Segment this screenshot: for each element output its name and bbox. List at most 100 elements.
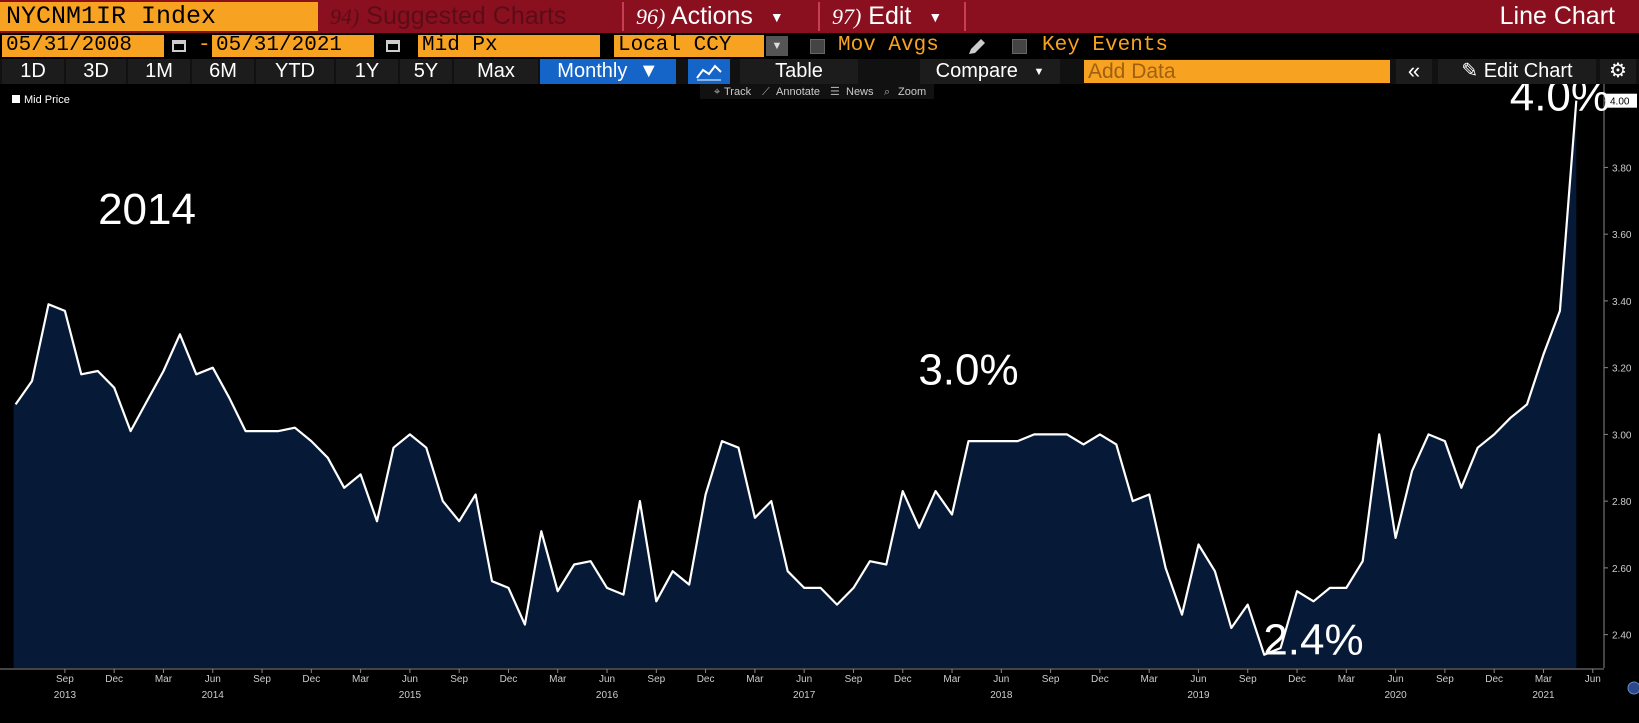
chart-tools: ⌖ Track ⟋ Annotate ☰ News ⌕ Zoom [700, 84, 934, 99]
annotation-label: 4.0% [1510, 84, 1610, 121]
period-1y-button[interactable]: 1Y [336, 59, 398, 84]
track-icon[interactable]: ⌖ [714, 86, 720, 98]
y-tick-label: 3.60 [1612, 230, 1632, 241]
actions-number: 96) [636, 4, 666, 29]
date-range-bar: 05/31/2008 - 05/31/2021 Mid Px Local CCY… [0, 33, 1639, 59]
edit-button[interactable]: 97) Edit ▼ [822, 2, 962, 31]
price-field-select[interactable]: Mid Px [418, 35, 600, 57]
x-year-label: 2020 [1384, 690, 1407, 701]
table-button[interactable]: Table [740, 59, 858, 84]
x-tick-label: Sep [1042, 674, 1060, 685]
x-tick-label: Mar [549, 674, 567, 685]
tool-news[interactable]: News [846, 86, 874, 98]
calendar-icon[interactable] [384, 36, 402, 56]
x-year-label: 2019 [1187, 690, 1210, 701]
x-tick-label: Jun [599, 674, 615, 685]
annotate-icon[interactable]: ⟋ [762, 86, 770, 98]
date-separator: - [198, 34, 211, 57]
tool-annotate[interactable]: Annotate [776, 86, 820, 98]
x-tick-label: Mar [1141, 674, 1159, 685]
compare-button[interactable]: Compare ▼ [920, 59, 1060, 84]
chevron-down-icon: ▼ [769, 8, 784, 25]
y-tick-label: 3.20 [1612, 364, 1632, 375]
chart-type-label: Line Chart [1499, 2, 1615, 30]
mov-avgs-label[interactable]: Mov Avgs [838, 34, 939, 57]
chevron-down-icon[interactable]: ▼ [766, 36, 788, 56]
x-tick-label: Sep [450, 674, 468, 685]
start-date-field[interactable]: 05/31/2008 [2, 35, 164, 57]
x-tick-label: Sep [647, 674, 665, 685]
x-tick-label: Sep [1239, 674, 1257, 685]
x-tick-label: Dec [500, 674, 518, 685]
ticker-field[interactable]: NYCNM1IR Index [0, 2, 318, 31]
x-tick-label: Jun [1585, 674, 1601, 685]
period-6m-button[interactable]: 6M [192, 59, 254, 84]
x-tick-label: Dec [1288, 674, 1306, 685]
x-tick-label: Mar [943, 674, 961, 685]
divider [964, 2, 966, 31]
x-year-label: 2013 [54, 690, 77, 701]
period-3d-button[interactable]: 3D [66, 59, 126, 84]
last-value-label: 4.00 [1610, 97, 1630, 108]
chevron-down-icon: ▼ [1033, 65, 1045, 78]
scroll-handle-icon[interactable] [1627, 681, 1639, 695]
x-tick-label: Mar [1338, 674, 1356, 685]
x-tick-label: Jun [205, 674, 221, 685]
zoom-icon[interactable]: ⌕ [884, 86, 890, 98]
tool-track[interactable]: Track [724, 86, 752, 98]
tool-zoom[interactable]: Zoom [898, 86, 926, 98]
x-year-label: 2021 [1532, 690, 1555, 701]
y-tick-label: 3.00 [1612, 430, 1632, 441]
toolbar: 1D 3D 1M 6M YTD 1Y 5Y Max Monthly ▼ Tabl… [0, 59, 1639, 84]
currency-select[interactable]: Local CCY [614, 35, 764, 57]
series-area [13, 100, 1577, 668]
calendar-icon[interactable] [170, 36, 188, 56]
chevron-down-icon: ▼ [928, 8, 943, 25]
x-tick-label: Mar [155, 674, 173, 685]
suggested-charts-number: 94) [330, 4, 360, 29]
edit-chart-button[interactable]: ✎ Edit Chart [1438, 59, 1596, 84]
key-events-label[interactable]: Key Events [1042, 34, 1169, 57]
gear-icon[interactable]: ⚙ [1600, 59, 1636, 84]
x-year-label: 2018 [990, 690, 1013, 701]
chart-area[interactable]: Mid Price ⌖ Track ⟋ Annotate ☰ News ⌕ Zo… [0, 84, 1639, 723]
period-1d-button[interactable]: 1D [2, 59, 64, 84]
period-max-button[interactable]: Max [454, 59, 538, 84]
x-tick-label: Dec [105, 674, 123, 685]
x-tick-label: Dec [894, 674, 912, 685]
x-tick-label: Mar [352, 674, 370, 685]
x-axis: Sep Dec Mar Jun Sep Dec Mar Jun Sep Dec Mar Jun Sep D… [0, 668, 1604, 701]
frequency-select[interactable]: Monthly ▼ [540, 59, 676, 84]
x-tick-label: Jun [1388, 674, 1404, 685]
collapse-icon[interactable]: « [1396, 59, 1432, 84]
x-year-label: 2017 [793, 690, 816, 701]
actions-button[interactable]: 96) Actions ▼ [626, 2, 816, 31]
line-chart-icon[interactable] [688, 59, 730, 84]
suggested-charts-button[interactable]: 94) Suggested Charts [320, 2, 620, 31]
news-icon[interactable]: ☰ [830, 86, 840, 98]
legend-label: Mid Price [24, 94, 70, 106]
add-data-input[interactable]: Add Data [1084, 60, 1390, 83]
x-tick-label: Dec [1485, 674, 1503, 685]
key-events-checkbox[interactable] [1012, 39, 1027, 54]
plot [13, 100, 1578, 668]
edit-number: 97) [832, 4, 862, 29]
mov-avgs-checkbox[interactable] [810, 39, 825, 54]
x-year-label: 2015 [399, 690, 422, 701]
compare-label: Compare [935, 60, 1018, 82]
legend-swatch [12, 95, 20, 103]
end-date-field[interactable]: 05/31/2021 [212, 35, 374, 57]
y-tick-label: 2.60 [1612, 564, 1632, 575]
suggested-charts-label: Suggested Charts [366, 2, 567, 30]
x-year-label: 2014 [202, 690, 225, 701]
annotation-label: 3.0% [918, 345, 1018, 394]
period-5y-button[interactable]: 5Y [400, 59, 452, 84]
period-1m-button[interactable]: 1M [128, 59, 190, 84]
annotation-label: 2.4% [1263, 616, 1363, 665]
pencil-icon[interactable] [966, 37, 988, 57]
period-ytd-button[interactable]: YTD [256, 59, 334, 84]
x-tick-label: Jun [993, 674, 1009, 685]
annotation-label: 2014 [98, 185, 196, 234]
x-tick-label: Dec [697, 674, 715, 685]
x-tick-label: Sep [1436, 674, 1454, 685]
